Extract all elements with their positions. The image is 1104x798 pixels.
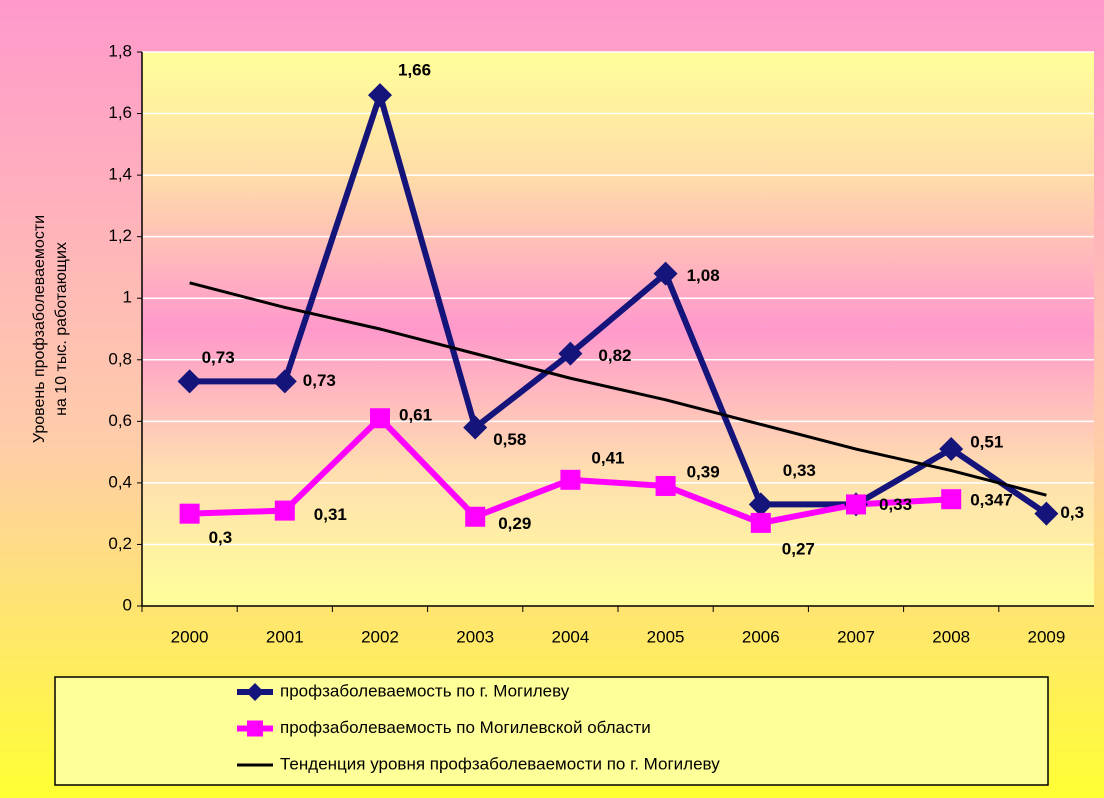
marker (272, 369, 297, 394)
marker (560, 469, 581, 490)
marker (274, 500, 295, 521)
y-tick-label: 0,6 (108, 411, 132, 430)
marker (846, 494, 866, 515)
marker (1034, 501, 1059, 526)
data-label: 0,41 (591, 448, 624, 467)
y-tick-label: 1,8 (108, 41, 132, 60)
legend-label: Тенденция уровня профзаболеваемости по г… (280, 754, 720, 773)
x-tick-label: 2007 (837, 627, 875, 646)
data-label: 0,51 (970, 433, 1003, 452)
marker (179, 503, 200, 524)
x-tick-label: 2008 (932, 627, 970, 646)
marker (177, 369, 202, 394)
marker (370, 408, 390, 429)
data-label: 0,29 (498, 514, 531, 533)
data-label: 0,58 (493, 430, 526, 449)
data-label: 0,31 (314, 505, 347, 524)
y-tick-label: 0,2 (108, 534, 132, 553)
data-label: 0,27 (782, 539, 815, 558)
marker (750, 512, 771, 533)
data-label: 0,3 (1060, 503, 1084, 522)
trend-line (189, 281, 1047, 497)
marker (655, 475, 676, 496)
y-tick-label: 1,4 (108, 165, 132, 184)
data-label: 1,08 (687, 266, 720, 285)
data-label: 1,66 (398, 61, 431, 80)
marker (463, 415, 488, 440)
y-axis-title: Уровень профзаболеваемости (31, 215, 48, 443)
y-tick-label: 1 (123, 288, 132, 307)
data-label: 0,33 (879, 495, 912, 514)
x-tick-label: 2005 (647, 627, 685, 646)
marker (558, 341, 583, 366)
marker (653, 261, 678, 286)
x-tick-label: 2009 (1027, 627, 1065, 646)
y-tick-label: 1,6 (108, 103, 132, 122)
series-line (189, 92, 1049, 517)
legend-marker (246, 683, 264, 701)
legend-marker (247, 720, 263, 737)
data-label: 0,39 (687, 462, 720, 481)
data-label: 0,73 (202, 348, 235, 367)
data-label: 0,347 (970, 491, 1013, 510)
marker (748, 492, 773, 517)
marker (941, 489, 962, 510)
data-label: 0,61 (399, 406, 432, 425)
data-label: 0,82 (598, 346, 631, 365)
x-tick-label: 2006 (742, 627, 780, 646)
plot-area (142, 52, 1094, 606)
y-axis-title: на 10 тыс. работающих (53, 242, 70, 416)
marker (368, 83, 392, 108)
x-tick-label: 2001 (266, 627, 304, 646)
data-label: 0,33 (783, 461, 816, 480)
y-tick-label: 0 (123, 595, 132, 614)
x-tick-label: 2002 (361, 627, 399, 646)
x-tick-label: 2003 (456, 627, 494, 646)
legend-label: профзаболеваемость по г. Могилеву (280, 681, 570, 700)
data-label: 0,73 (303, 371, 336, 390)
legend-label: профзаболеваемость по Могилевской област… (280, 718, 651, 737)
data-label: 0,3 (209, 528, 233, 547)
marker (939, 437, 964, 462)
x-tick-label: 2000 (171, 627, 209, 646)
y-tick-label: 1,2 (108, 226, 132, 245)
y-tick-label: 0,8 (108, 349, 132, 368)
legend (54, 676, 1049, 786)
x-tick-label: 2004 (551, 627, 589, 646)
marker (465, 506, 486, 527)
y-tick-label: 0,4 (108, 472, 132, 491)
